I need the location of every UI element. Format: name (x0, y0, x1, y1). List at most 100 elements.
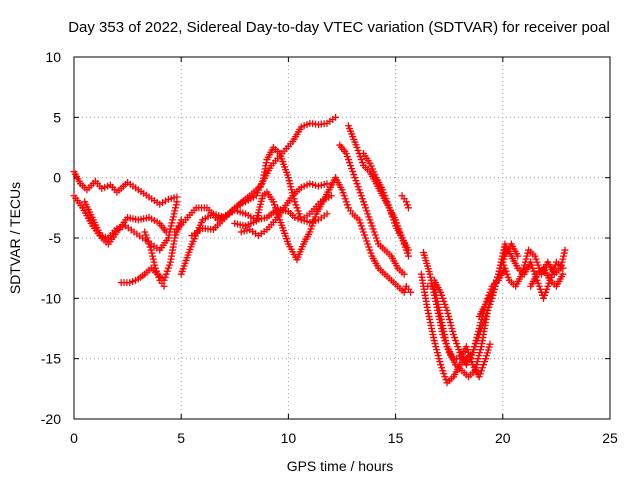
data-point (362, 204, 370, 212)
data-point (398, 234, 406, 242)
x-tick-labels: 0 5 10 15 20 25 (70, 430, 618, 446)
data-point (540, 294, 548, 302)
y-tick-label: -5 (49, 230, 62, 246)
series-track-19 (424, 282, 494, 381)
data-point (347, 162, 355, 170)
axis-ticks (73, 56, 611, 420)
data-point (442, 376, 450, 384)
data-point (354, 183, 362, 191)
data-point (476, 349, 484, 357)
data-point (171, 234, 179, 242)
data-point (404, 252, 412, 260)
series-track-23 (527, 264, 567, 290)
data-point (475, 325, 483, 332)
data-point (343, 153, 351, 161)
data-point (476, 370, 484, 378)
data-point (440, 370, 448, 378)
data-point (358, 159, 366, 167)
data-point (451, 334, 459, 342)
data-point (357, 222, 365, 230)
series-track-5 (141, 228, 168, 290)
data-point (475, 373, 483, 381)
data-point (285, 177, 293, 185)
data-point (286, 180, 294, 188)
data-point (491, 279, 499, 287)
data-point (447, 321, 455, 329)
y-axis-label: SDTVAR / TECUs (7, 182, 23, 294)
data-point (487, 285, 495, 293)
data-point (386, 207, 394, 215)
data-point (293, 204, 301, 212)
data-point (149, 255, 157, 263)
data-point (348, 165, 356, 173)
data-point (400, 270, 408, 278)
data-point (355, 216, 363, 224)
data-point (388, 213, 396, 221)
data-point (151, 261, 159, 269)
data-point (343, 201, 351, 209)
data-point (169, 216, 177, 224)
data-point (342, 150, 350, 158)
y-tick-label: -15 (41, 351, 61, 367)
data-point (475, 352, 483, 360)
data-point (437, 361, 445, 369)
data-point (357, 192, 365, 200)
data-point (150, 258, 158, 266)
data-point (543, 285, 551, 293)
data-point (351, 174, 359, 182)
data-point (310, 216, 318, 224)
data-point (361, 201, 369, 209)
y-tick-label: -20 (41, 411, 61, 427)
data-point (295, 210, 303, 218)
series-track-11 (332, 174, 415, 296)
data-point (436, 358, 444, 366)
data-point (407, 288, 415, 296)
data-point (269, 198, 277, 206)
data-point (474, 328, 482, 336)
data-point (141, 228, 149, 236)
x-tick-label: 25 (602, 430, 618, 446)
data-point (477, 318, 485, 326)
data-point (467, 355, 475, 363)
data-point (366, 246, 374, 254)
data-point (391, 219, 399, 227)
x-tick-label: 5 (177, 430, 185, 446)
data-point (344, 156, 352, 164)
chart-title: Day 353 of 2022, Sidereal Day-to-day VTE… (68, 19, 610, 36)
data-point (171, 207, 179, 215)
data-point (288, 186, 296, 194)
data-point (432, 343, 440, 351)
data-point (306, 228, 314, 236)
data-point (560, 252, 568, 260)
data-point (454, 343, 462, 351)
data-point (353, 180, 361, 188)
data-point (383, 198, 391, 206)
data-point (439, 294, 447, 302)
data-point (435, 355, 443, 363)
series-track-15 (398, 192, 412, 212)
data-point (161, 273, 169, 281)
data-point (145, 240, 153, 248)
data-point (342, 198, 350, 206)
data-point (363, 237, 371, 245)
data-point (468, 358, 476, 366)
data-point (438, 364, 446, 372)
data-point (352, 177, 360, 185)
data-point (349, 168, 357, 176)
data-point (521, 261, 529, 269)
data-point (164, 264, 172, 272)
data-point (284, 174, 292, 182)
data-point (431, 340, 439, 348)
data-point (473, 334, 481, 342)
data-point (155, 273, 163, 281)
data-point (448, 325, 456, 332)
data-point (531, 252, 539, 260)
data-point (311, 213, 319, 221)
data-point (471, 340, 479, 348)
data-point (379, 186, 387, 194)
x-axis-label: GPS time / hours (287, 458, 394, 474)
data-point (455, 346, 463, 354)
data-point (472, 337, 480, 345)
data-point (356, 189, 364, 197)
